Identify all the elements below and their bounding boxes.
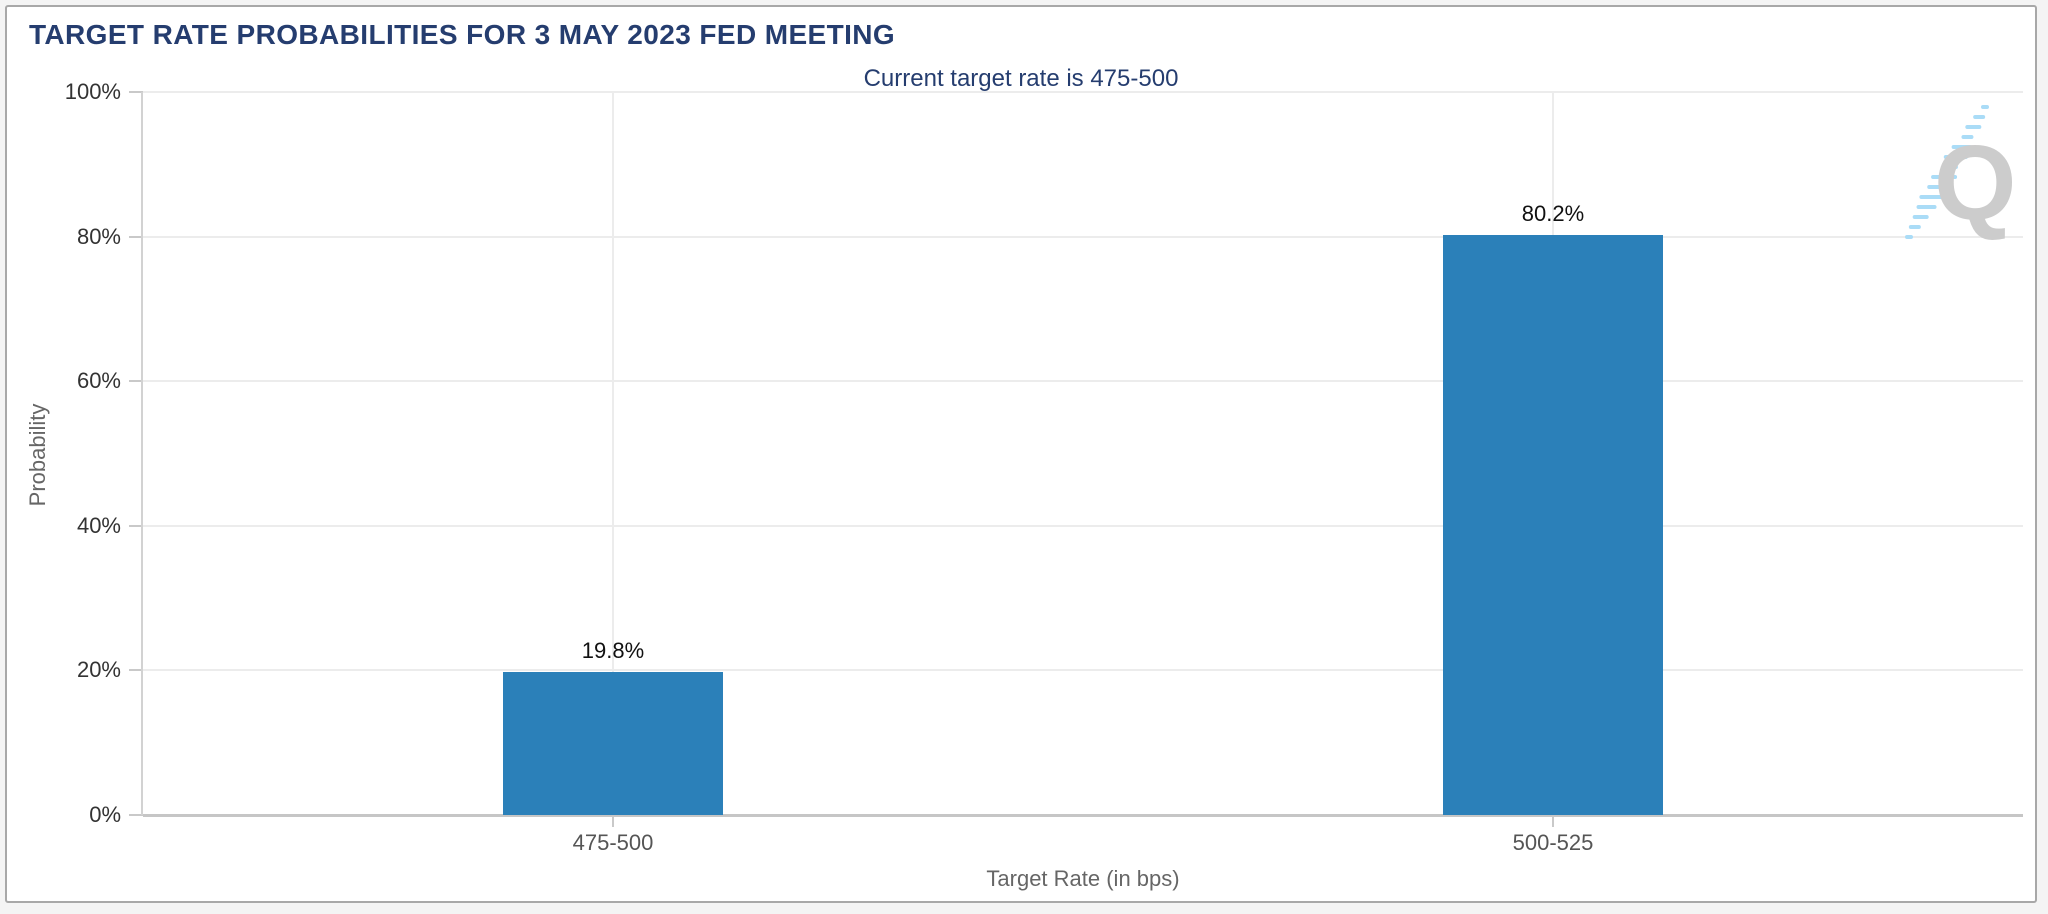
y-axis-tick [129, 669, 143, 672]
y-tick-label: 40% [76, 512, 121, 538]
y-axis-tick [129, 814, 143, 816]
probability-bar [503, 671, 723, 815]
chart-panel: TARGET RATE PROBABILITIES FOR 3 MAY 2023… [5, 5, 2037, 903]
y-axis-tick [129, 380, 143, 383]
y-axis-title: Probability [25, 403, 50, 507]
x-axis-tick [1552, 817, 1554, 827]
x-category-label: 475-500 [572, 830, 654, 855]
bar-data-label: 19.8% [581, 637, 645, 663]
y-tick-label: 20% [76, 657, 121, 683]
y-axis-tick [129, 235, 143, 238]
y-tick-label: 60% [76, 368, 121, 394]
bar-data-label: 80.2% [1521, 201, 1585, 227]
plot-area: 0% 20% 40% 60% 80% 100% 19.8% 475-500 80.2% 500-5… [7, 7, 2035, 901]
x-category-label: 500-525 [1512, 830, 1594, 855]
y-gridline [143, 380, 2023, 383]
y-tick-label: 0% [89, 802, 121, 827]
x-axis-title: Target Rate (in bps) [986, 866, 1180, 891]
x-axis-line [143, 814, 2023, 817]
chart-title: TARGET RATE PROBABILITIES FOR 3 MAY 2023… [29, 19, 896, 50]
y-tick-label: 80% [76, 223, 121, 249]
y-tick-label: 100% [64, 79, 121, 104]
x-gridline [612, 92, 614, 815]
y-gridline [143, 91, 2023, 93]
x-axis-tick [612, 817, 614, 827]
y-gridline [143, 235, 2023, 238]
y-axis-tick [129, 91, 143, 93]
y-axis-line [141, 92, 143, 815]
y-axis-tick [129, 524, 143, 527]
y-gridline [143, 669, 2023, 672]
chart-subtitle: Current target rate is 475-500 [863, 65, 1179, 92]
probability-bar [1443, 235, 1663, 815]
y-gridline [143, 524, 2023, 527]
